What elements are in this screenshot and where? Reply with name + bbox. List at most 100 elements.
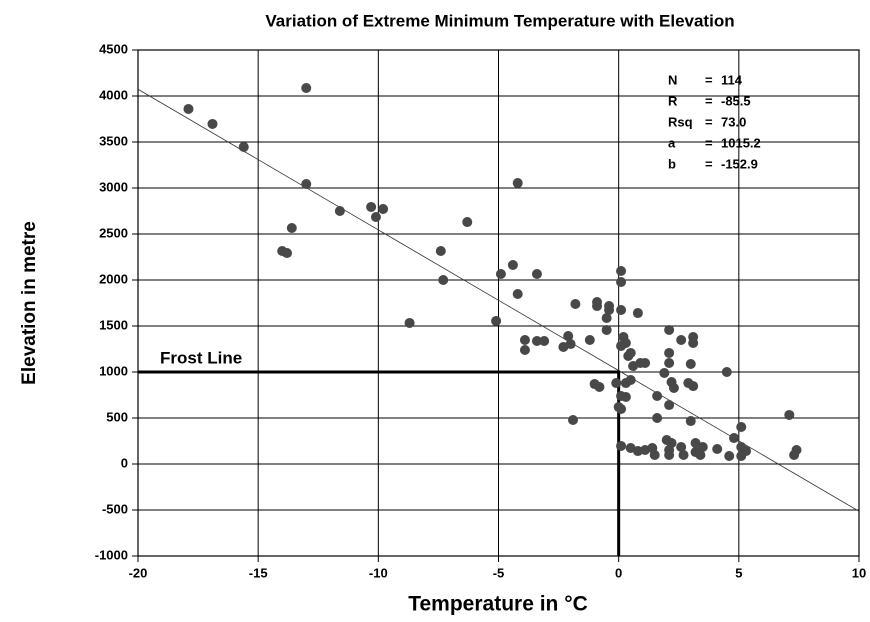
point: [736, 422, 747, 433]
point: [616, 440, 627, 451]
point: [301, 82, 312, 93]
y-tick-label: -500: [102, 501, 128, 516]
point: [238, 141, 249, 152]
point: [370, 211, 381, 222]
point: [664, 357, 675, 368]
y-tick-label: 4000: [99, 87, 128, 102]
point: [736, 450, 747, 461]
point: [183, 103, 194, 114]
point: [334, 206, 345, 216]
point: [649, 449, 660, 460]
point: [625, 347, 636, 358]
point: [404, 317, 415, 328]
point: [565, 339, 576, 350]
point: [531, 335, 542, 346]
y-tick-label: 1000: [99, 363, 128, 378]
point: [435, 246, 446, 257]
point: [301, 179, 312, 190]
y-tick-label: 3000: [99, 179, 128, 194]
point: [664, 400, 675, 411]
point: [531, 269, 542, 280]
point: [570, 299, 581, 310]
stat-separator: =: [705, 135, 713, 150]
trend-line: [137, 88, 860, 512]
point: [601, 312, 612, 323]
point: [695, 449, 706, 460]
point: [659, 368, 670, 379]
stat-separator: =: [705, 72, 713, 87]
point: [664, 324, 675, 335]
stat-separator: =: [705, 156, 713, 171]
point: [616, 391, 627, 402]
point: [628, 361, 639, 372]
point: [594, 381, 605, 392]
point: [640, 357, 651, 368]
point: [604, 304, 615, 315]
stat-value: -85.5: [721, 93, 751, 108]
stat-value: 114: [721, 72, 743, 87]
y-tick-label: 1500: [99, 317, 128, 332]
point: [378, 203, 389, 214]
y-axis-title: Elevation in metre: [19, 221, 40, 385]
point: [616, 265, 627, 276]
point: [721, 367, 732, 377]
point: [616, 403, 627, 414]
point: [616, 277, 627, 288]
point: [685, 358, 696, 369]
point: [676, 334, 687, 345]
y-tick-label: 2500: [99, 225, 128, 240]
frost-line-label: Frost Line: [160, 348, 242, 367]
point: [664, 449, 675, 460]
y-tick-label: 4500: [99, 41, 128, 56]
point: [688, 338, 699, 349]
point: [282, 248, 293, 259]
chart-title: Variation of Extreme Minimum Temperature…: [265, 11, 734, 30]
point: [507, 260, 518, 271]
point: [584, 334, 595, 345]
stat-separator: =: [705, 93, 713, 108]
point: [724, 450, 735, 461]
point: [625, 375, 636, 386]
point: [438, 275, 449, 285]
y-tick-label: 0: [121, 455, 128, 470]
point: [697, 441, 708, 452]
stat-name: Rsq: [668, 114, 693, 129]
point: [568, 415, 579, 426]
point: [652, 413, 663, 423]
x-tick-label: -10: [369, 565, 388, 580]
stat-name: b: [668, 156, 676, 171]
stat-value: -152.9: [721, 156, 758, 171]
x-tick-label: -5: [493, 565, 505, 580]
point: [632, 308, 643, 319]
point: [664, 347, 675, 358]
point: [366, 201, 377, 212]
point: [286, 223, 297, 234]
stat-value: 1015.2: [721, 135, 761, 150]
y-tick-label: 500: [106, 409, 128, 424]
point: [685, 416, 696, 427]
x-tick-label: -15: [249, 565, 268, 580]
stat-name: N: [668, 72, 677, 87]
point: [512, 178, 523, 189]
point: [611, 378, 622, 389]
point: [519, 334, 530, 345]
point: [688, 381, 699, 392]
plot-frame: [137, 49, 860, 557]
point: [539, 335, 550, 346]
point: [462, 217, 473, 228]
y-tick-label: 2000: [99, 271, 128, 286]
point: [729, 433, 740, 444]
point: [519, 345, 530, 356]
stat-separator: =: [705, 114, 713, 129]
x-tick-label: -20: [129, 565, 148, 580]
x-tick-label: 0: [615, 565, 622, 580]
point: [616, 304, 627, 315]
point: [495, 269, 506, 280]
point: [491, 315, 502, 326]
x-axis-title: Temperature in °C: [408, 593, 588, 616]
point: [789, 449, 800, 460]
y-tick-label: 3500: [99, 133, 128, 148]
stat-value: 73.0: [721, 114, 746, 129]
point: [592, 301, 603, 312]
